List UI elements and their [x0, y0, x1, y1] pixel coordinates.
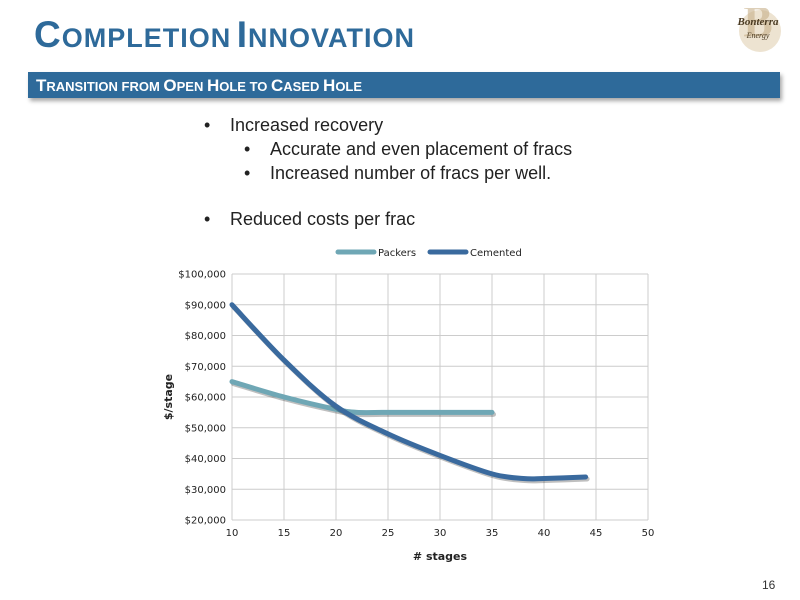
subtitle-part: C: [271, 76, 284, 95]
x-tick-label: 20: [330, 528, 343, 539]
y-tick-label: $40,000: [185, 454, 226, 465]
page-number: 16: [762, 578, 776, 592]
y-tick-label: $30,000: [185, 485, 226, 496]
subtitle-part: O: [163, 76, 177, 95]
x-axis-label: # stages: [413, 550, 468, 563]
logo-text-1: Bonterra: [737, 16, 779, 28]
y-tick-label: $60,000: [185, 393, 226, 404]
subtitle-part: T: [36, 76, 47, 95]
x-tick-label: 45: [590, 528, 603, 539]
cost-per-stage-chart: $20,000 $30,000 $40,000 $50,000 $60,000 $70,0…: [162, 248, 655, 563]
y-tick-label: $90,000: [185, 300, 226, 311]
subtitle-banner: TRANSITION FROM OPEN HOLE TO CASED HOLE: [28, 72, 780, 98]
logo-text-2: Energy: [746, 31, 770, 40]
x-tick-label: 15: [278, 528, 291, 539]
bullet-item: Increased recovery: [200, 113, 760, 137]
y-tick-label: $80,000: [185, 331, 226, 342]
subtitle-part: OLE: [335, 79, 363, 94]
bullet-item: Reduced costs per frac: [200, 207, 760, 231]
company-logo: B Bonterra Energy: [737, 8, 781, 52]
legend-label-cemented: Cemented: [470, 248, 522, 259]
bullet-sub-item: Increased number of fracs per well.: [240, 161, 760, 185]
series-shadow-cemented: [231, 304, 590, 484]
series-line-packers: [229, 379, 495, 416]
x-tick-label: 10: [226, 528, 239, 539]
title-rest-2: NNOVATION: [247, 23, 415, 53]
x-tick-label: 30: [434, 528, 447, 539]
legend-label-packers: Packers: [378, 248, 416, 259]
title-letter-2: I: [236, 14, 248, 55]
y-tick-label: $50,000: [185, 423, 226, 434]
x-tick-label: 35: [486, 528, 499, 539]
title-rest-1: OMPLETION: [61, 23, 232, 53]
y-tick-label: $70,000: [185, 362, 226, 373]
subtitle-text: TRANSITION FROM OPEN HOLE TO CASED HOLE: [36, 76, 362, 96]
bullet-list: Increased recovery Accurate and even pla…: [200, 113, 760, 231]
y-tick-label: $100,000: [178, 270, 226, 281]
x-tick-label: 50: [642, 528, 655, 539]
subtitle-part: PEN: [176, 79, 207, 94]
subtitle-part: RANSITION FROM: [46, 79, 164, 94]
x-tick-label: 40: [538, 528, 551, 539]
y-axis-label: $/stage: [162, 374, 175, 420]
subtitle-part: H: [323, 76, 336, 95]
y-tick-label: $20,000: [185, 516, 226, 527]
slide-title: COMPLETION INNOVATION: [34, 14, 415, 56]
title-letter-1: C: [34, 14, 62, 55]
subtitle-part: ASED: [283, 79, 324, 94]
svg-text:B: B: [743, 8, 772, 46]
subtitle-part: H: [206, 76, 220, 95]
bullet-sub-item: Accurate and even placement of fracs: [240, 137, 760, 161]
series-line-cemented: [229, 302, 589, 482]
subtitle-part: OLE TO: [219, 79, 272, 94]
x-tick-label: 25: [382, 528, 395, 539]
